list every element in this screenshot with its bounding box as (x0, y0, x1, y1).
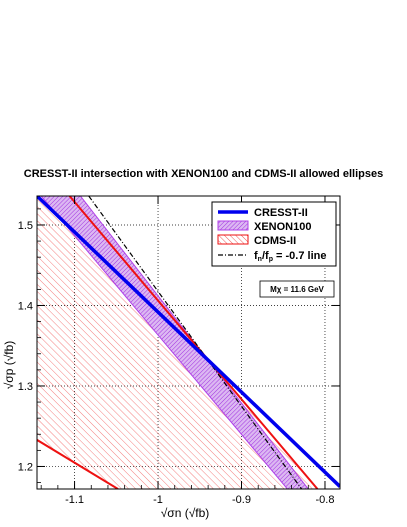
y-tick-label: 1.5 (18, 220, 33, 232)
legend-cdms-label: CDMS-II (254, 235, 296, 247)
x-tick-label: -1.1 (65, 494, 84, 506)
plot-frame (36, 195, 341, 490)
x-tick-label: -1 (153, 494, 163, 506)
y-axis-label: √σp (√fb) (2, 341, 16, 390)
mass-annotation: Mχ = 11.6 GeV (259, 280, 335, 298)
legend: CRESST-II XENON100 CDMS-II fn/fp = -0.7 … (211, 201, 337, 267)
x-tick-label: -0.9 (232, 494, 251, 506)
y-tick-label: 1.4 (18, 300, 33, 312)
legend-cresst-label: CRESST-II (254, 207, 308, 219)
legend-xenon-swatch (217, 220, 249, 231)
cdms-edge-upper (68, 196, 319, 489)
chart-title: CRESST-II intersection with XENON100 and… (23, 168, 384, 180)
cdms-edge-lower (37, 439, 119, 489)
legend-ratio-label: fn/fp = -0.7 line (254, 250, 326, 263)
mass-annotation-box (259, 280, 335, 298)
fn-fp-ratio-line (88, 196, 303, 489)
legend-xenon-label: XENON100 (254, 221, 311, 233)
cresst-line (37, 196, 340, 488)
y-tick-label: 1.2 (18, 461, 33, 473)
xenon-band (40, 196, 309, 489)
x-tick-label: -0.8 (315, 494, 334, 506)
mass-annotation-text: Mχ = 11.6 GeV (270, 285, 324, 294)
legend-cdms-swatch (217, 234, 249, 245)
y-tick-label: 1.3 (18, 381, 33, 393)
axis-ticks: -1.1 -1 -0.9 -0.8 1.2 1.3 1.4 1.5 (18, 196, 340, 506)
x-axis-label: √σn (√fb) (161, 506, 210, 520)
